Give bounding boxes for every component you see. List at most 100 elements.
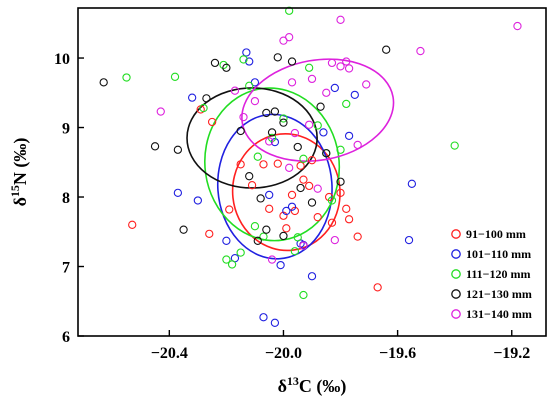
data-point — [222, 63, 231, 72]
data-point — [219, 60, 228, 70]
data-point — [450, 141, 459, 150]
data-point — [416, 46, 425, 56]
data-point — [287, 78, 297, 87]
x-axis-label: δ13C (‰) — [278, 374, 347, 397]
data-point — [225, 205, 234, 214]
data-point — [210, 58, 220, 68]
data-point — [336, 177, 345, 186]
data-point — [316, 102, 325, 111]
data-point — [327, 218, 337, 227]
y-tick-label: 7 — [62, 260, 70, 277]
data-point — [336, 188, 345, 197]
points-layer — [99, 6, 522, 327]
data-point — [242, 48, 251, 57]
data-point — [170, 72, 180, 81]
data-point — [307, 198, 317, 207]
data-point — [236, 126, 245, 136]
legend-label: 91−100 mm — [466, 227, 526, 241]
data-point — [128, 220, 137, 229]
data-point — [259, 232, 268, 241]
data-point — [404, 235, 414, 245]
data-point — [327, 58, 337, 68]
data-point — [285, 33, 294, 42]
plot-frame — [77, 7, 547, 337]
data-point — [187, 93, 197, 102]
data-point — [282, 224, 291, 233]
data-point — [236, 248, 245, 257]
data-point — [285, 163, 294, 172]
data-point — [322, 88, 331, 97]
data-point — [373, 283, 382, 292]
y-tick-label: 10 — [54, 51, 70, 68]
data-point — [342, 99, 351, 109]
legend-marker — [451, 229, 461, 239]
data-point — [262, 225, 271, 234]
data-point — [287, 202, 297, 211]
data-point — [279, 118, 288, 127]
data-point — [265, 204, 274, 213]
data-point — [330, 235, 339, 245]
data-point — [250, 96, 260, 106]
data-point — [245, 81, 254, 90]
data-point — [253, 152, 262, 161]
data-point — [150, 142, 160, 151]
data-point — [230, 86, 240, 95]
x-tick-label: −20.4 — [151, 345, 188, 362]
data-point — [342, 57, 351, 66]
legend-label: 121−130 mm — [466, 287, 532, 301]
data-point — [299, 290, 308, 300]
sea-ellipse-1 — [231, 133, 341, 252]
data-point — [265, 190, 274, 200]
data-point — [265, 137, 274, 146]
data-point — [222, 255, 231, 264]
data-point — [256, 194, 265, 203]
data-point — [245, 172, 254, 181]
data-point — [270, 318, 280, 327]
data-point — [287, 190, 297, 200]
legend-marker — [451, 249, 461, 259]
x-tick-label: −19.2 — [493, 345, 530, 362]
data-point — [307, 272, 317, 281]
data-point — [99, 78, 108, 87]
data-point — [307, 74, 317, 84]
data-point — [279, 211, 288, 220]
data-point — [259, 313, 268, 322]
data-point — [293, 142, 302, 152]
sea-ellipse-3 — [203, 87, 341, 242]
data-point — [313, 213, 322, 222]
data-point — [299, 175, 308, 184]
data-point — [267, 255, 277, 264]
data-point — [304, 120, 314, 129]
data-point — [313, 121, 322, 130]
data-point — [245, 57, 254, 66]
data-point — [299, 241, 308, 250]
data-point — [202, 94, 211, 103]
data-point — [285, 6, 294, 15]
data-point — [382, 45, 391, 54]
data-point — [362, 80, 371, 89]
data-point — [179, 225, 188, 234]
data-point — [344, 131, 354, 141]
data-point — [250, 222, 260, 231]
data-point — [319, 128, 328, 137]
data-point — [313, 184, 322, 193]
data-point — [350, 90, 359, 100]
data-point — [239, 112, 248, 122]
data-point — [293, 233, 302, 242]
sea-ellipse-5 — [241, 58, 395, 162]
data-point — [353, 232, 362, 241]
data-point — [222, 236, 231, 245]
data-point — [304, 63, 314, 72]
data-point — [282, 206, 291, 216]
y-tick-label: 9 — [62, 121, 70, 138]
data-point — [193, 196, 203, 205]
data-point — [336, 15, 345, 24]
data-point — [296, 161, 305, 170]
y-tick-label: 8 — [62, 190, 70, 207]
legend-label: 131−140 mm — [466, 307, 532, 321]
data-point — [273, 159, 282, 168]
legend-label: 101−110 mm — [466, 247, 531, 261]
legend-marker — [451, 289, 461, 299]
data-point — [227, 260, 237, 269]
